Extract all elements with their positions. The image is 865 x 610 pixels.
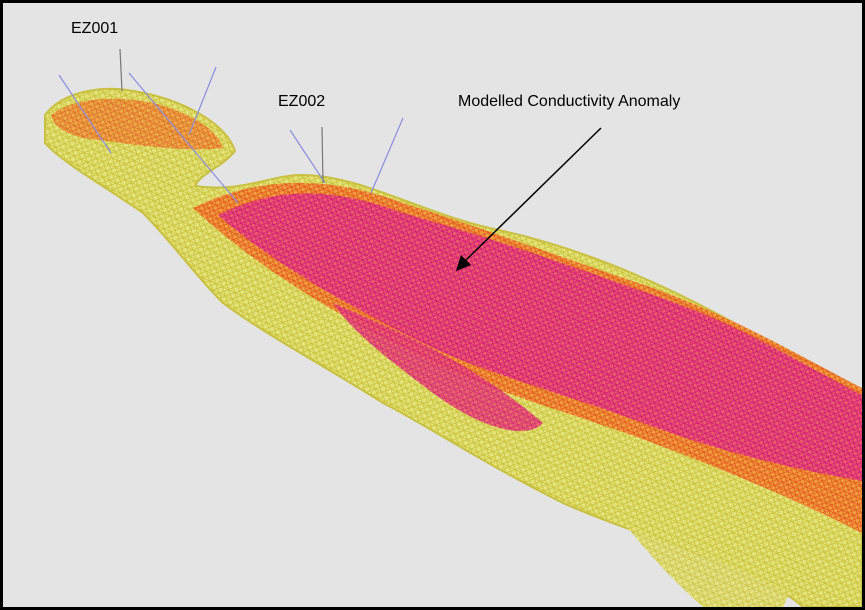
model-render: [3, 3, 862, 607]
anomaly-envelope: [45, 89, 862, 607]
figure: EZ001 EZ002 Modelled Conductivity Anomal…: [0, 0, 865, 610]
label-leader: [120, 49, 122, 91]
hole-label: EZ001: [71, 20, 118, 38]
drill-hole: [371, 118, 403, 193]
label-leader: [322, 127, 323, 183]
anomaly-label: Modelled Conductivity Anomaly: [458, 93, 680, 111]
hole-label: EZ002: [278, 93, 325, 111]
